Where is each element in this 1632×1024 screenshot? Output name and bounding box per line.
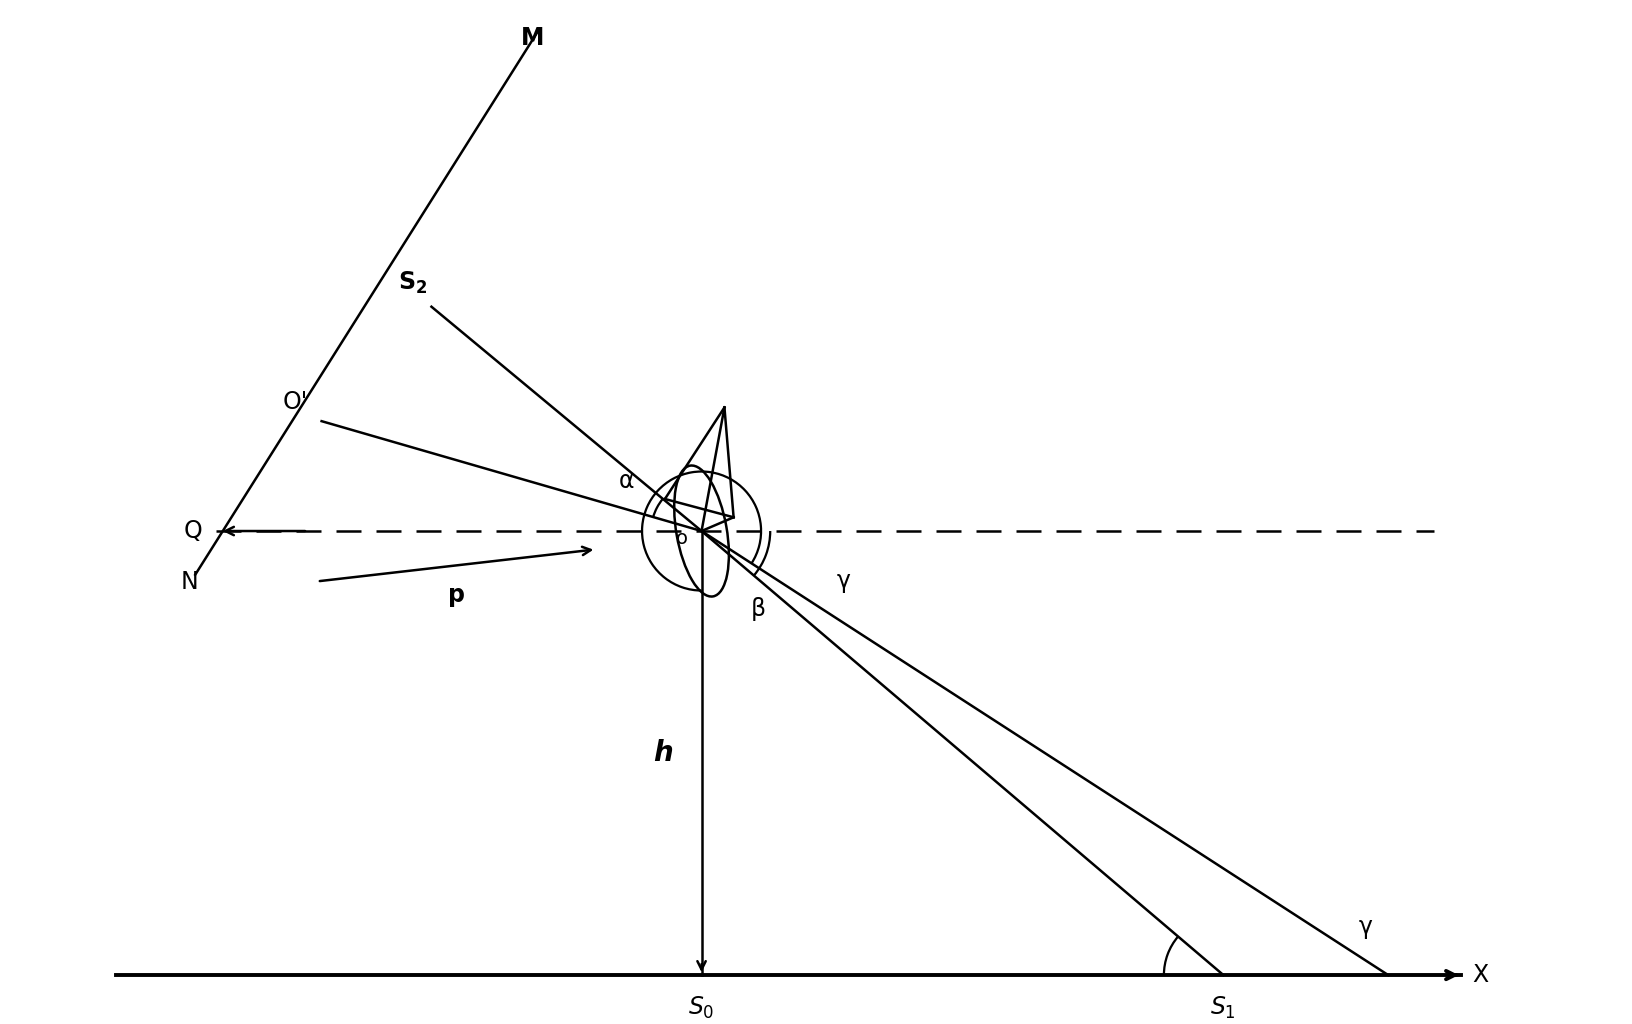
Text: o: o — [676, 528, 687, 548]
Text: O': O' — [282, 390, 308, 414]
Text: N: N — [180, 570, 197, 594]
Text: Q: Q — [184, 519, 202, 543]
Text: X: X — [1472, 964, 1488, 987]
Text: β: β — [751, 597, 765, 621]
Text: γ: γ — [1358, 915, 1373, 939]
Text: $S_1$: $S_1$ — [1211, 995, 1237, 1021]
Text: M: M — [521, 27, 543, 50]
Text: $\mathbf{S_2}$: $\mathbf{S_2}$ — [398, 269, 428, 296]
Text: γ: γ — [837, 569, 850, 593]
Text: $S_0$: $S_0$ — [689, 995, 715, 1021]
Text: p: p — [449, 583, 465, 606]
Text: α: α — [619, 469, 635, 493]
Text: h: h — [653, 739, 672, 767]
